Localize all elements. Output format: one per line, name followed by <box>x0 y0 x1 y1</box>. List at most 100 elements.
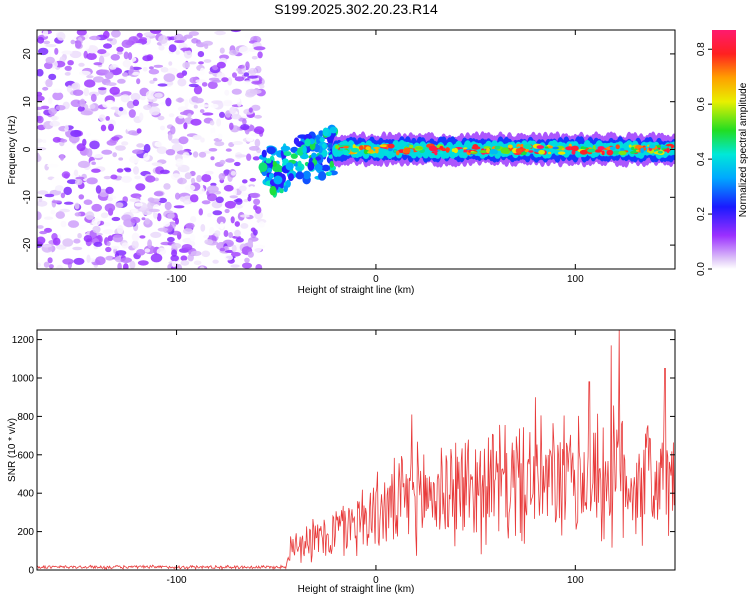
noise-blob <box>106 241 111 247</box>
noise-blob <box>183 227 193 235</box>
noise-blob <box>257 51 263 59</box>
noise-blob <box>207 81 218 89</box>
noise-blob <box>139 235 146 239</box>
noise-blob <box>91 168 101 173</box>
noise-blob <box>54 47 59 55</box>
noise-blob <box>190 177 196 184</box>
noise-blob <box>90 93 97 102</box>
noise-blob <box>156 146 168 154</box>
noise-blob <box>200 224 206 232</box>
transition-blob <box>285 179 291 188</box>
noise-blob <box>207 193 217 202</box>
noise-blob <box>91 161 96 165</box>
noise-blob <box>250 227 256 233</box>
noise-blob <box>212 79 222 83</box>
signal-peak <box>409 149 414 153</box>
noise-blob <box>219 221 225 230</box>
noise-blob <box>111 136 120 141</box>
noise-blob <box>196 175 203 183</box>
noise-blob <box>203 124 214 129</box>
signal-peak <box>334 145 340 149</box>
noise-blob <box>137 260 149 266</box>
y-tick-label: 20 <box>22 48 33 60</box>
noise-blob <box>253 204 258 211</box>
noise-blob <box>105 116 110 121</box>
noise-blob <box>73 257 85 265</box>
noise-blob <box>188 31 199 36</box>
noise-blob <box>214 141 225 147</box>
signal-peak <box>618 150 627 156</box>
noise-blob <box>251 80 263 85</box>
noise-blob <box>132 99 140 107</box>
colorbar-label: Normalized spectral amplitude <box>738 82 749 217</box>
noise-blob <box>62 238 74 247</box>
transition-blob <box>318 171 327 181</box>
noise-blob <box>131 232 140 242</box>
noise-blob <box>118 107 124 112</box>
signal-peak <box>451 148 456 152</box>
noise-blob <box>251 133 259 137</box>
noise-blob <box>197 51 205 58</box>
noise-blob <box>141 217 146 221</box>
transition-blob <box>273 175 283 185</box>
noise-blob <box>238 65 245 69</box>
noise-blob <box>59 154 65 161</box>
noise-blob <box>95 256 106 266</box>
noise-blob <box>212 64 219 71</box>
noise-blob <box>37 36 45 44</box>
noise-blob <box>163 183 171 190</box>
noise-blob <box>64 72 71 76</box>
noise-blob <box>232 141 244 145</box>
noise-blob <box>253 46 266 51</box>
signal-peak <box>538 149 545 155</box>
noise-blob <box>153 191 164 197</box>
noise-blob <box>60 138 68 143</box>
noise-blob <box>134 202 143 207</box>
noise-blob <box>170 125 176 135</box>
noise-blob <box>135 183 146 191</box>
noise-blob <box>190 118 202 126</box>
noise-blob <box>149 80 155 84</box>
noise-blob <box>47 163 59 168</box>
transition-blob <box>258 162 268 173</box>
noise-blob <box>189 233 196 242</box>
noise-blob <box>200 137 205 143</box>
noise-blob <box>75 178 83 186</box>
noise-blob <box>122 72 129 77</box>
noise-blob <box>188 61 197 65</box>
noise-blob <box>165 149 176 156</box>
noise-blob <box>201 82 208 87</box>
noise-blob <box>37 262 42 268</box>
noise-blob <box>248 107 253 113</box>
noise-blob <box>133 166 139 175</box>
noise-blob <box>229 106 237 115</box>
y-tick-label: 800 <box>17 412 34 423</box>
noise-blob <box>52 237 61 246</box>
noise-blob <box>109 64 117 70</box>
signal-peak <box>636 149 639 152</box>
transition-blob <box>322 143 326 149</box>
transition-blob <box>265 158 272 164</box>
noise-blob <box>245 61 250 71</box>
noise-blob <box>148 68 160 75</box>
noise-blob <box>97 49 107 55</box>
noise-blob <box>37 153 41 162</box>
transition-blob <box>302 170 311 180</box>
signal-peak <box>445 147 450 153</box>
noise-blob <box>244 33 252 39</box>
signal-peak <box>352 144 356 149</box>
signal-peak <box>660 145 669 148</box>
noise-blob <box>139 112 144 121</box>
noise-blob <box>37 190 49 195</box>
noise-blob <box>48 107 58 115</box>
noise-blob <box>166 81 174 86</box>
y-tick-label: 0 <box>28 566 34 577</box>
noise-blob <box>62 258 74 265</box>
signal-peak <box>379 144 389 148</box>
noise-blob <box>110 54 121 61</box>
noise-blob <box>55 105 66 111</box>
signal-peak <box>462 149 468 153</box>
noise-blob <box>195 79 206 84</box>
transition-blob <box>283 185 288 193</box>
signal-peak <box>571 150 576 155</box>
